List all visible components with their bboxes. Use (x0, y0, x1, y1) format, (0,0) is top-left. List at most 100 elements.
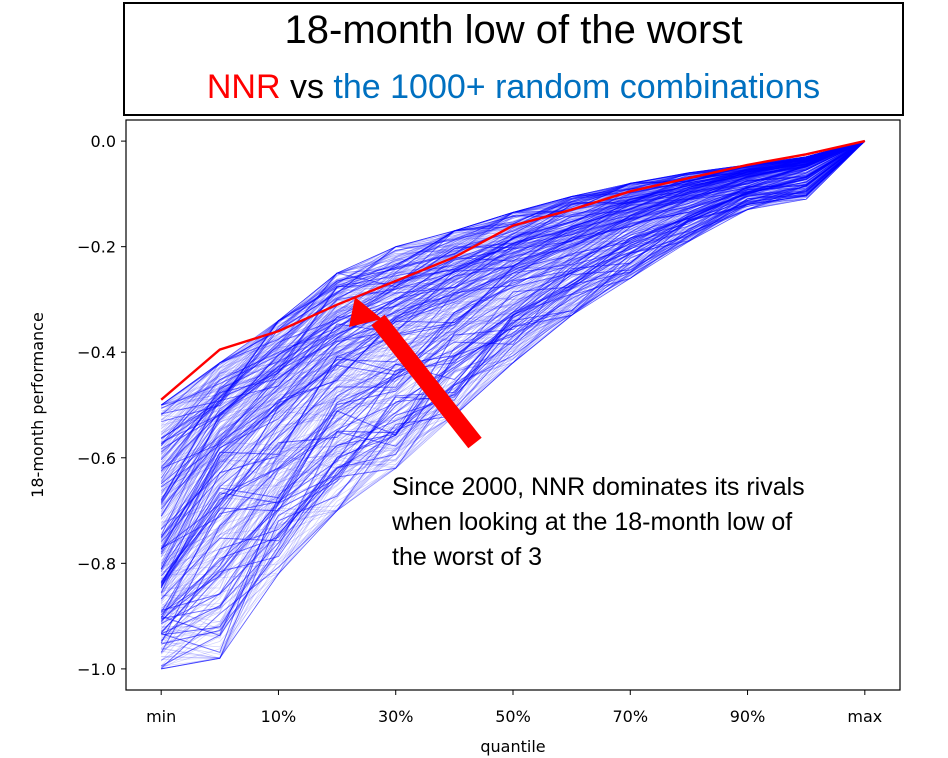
random-combination-line (160, 140, 866, 618)
random-combination-line (160, 140, 866, 669)
random-combination-line (160, 140, 865, 548)
random-combination-line (160, 140, 865, 600)
x-tick-label: 30% (378, 707, 414, 726)
random-combination-line (160, 140, 865, 541)
random-combination-line (161, 140, 866, 670)
random-combination-line (160, 140, 865, 643)
y-tick-label: −0.8 (77, 554, 116, 573)
random-combination-line (160, 140, 866, 589)
random-combination-line (160, 140, 865, 549)
random-combination-line (161, 140, 866, 641)
chart-subtitle: NNR vs the 1000+ random combinations (125, 68, 902, 107)
random-combination-line (160, 140, 866, 648)
y-tick-label: −0.4 (77, 343, 116, 362)
random-combination-line (160, 140, 865, 464)
random-combination-line (160, 140, 865, 459)
y-tick-label: −0.6 (77, 449, 116, 468)
x-tick-label: min (146, 707, 176, 726)
random-combination-line (160, 140, 865, 575)
y-axis: 0.0 −0.2 −0.4 −0.6 −0.8 −1.0 (77, 132, 126, 679)
random-combination-line (161, 140, 866, 611)
x-tick-label: 70% (612, 707, 648, 726)
random-combination-line (160, 140, 865, 565)
random-combination-line (160, 140, 865, 591)
annotation-text: Since 2000, NNR dominates its rivals whe… (392, 473, 805, 571)
random-combination-line (161, 140, 866, 654)
random-combination-line (160, 140, 865, 588)
series-line-nnr (160, 139, 866, 401)
random-combination-line (161, 140, 865, 426)
random-combination-line (160, 140, 865, 491)
random-combination-line (160, 140, 866, 595)
random-combination-line (161, 140, 866, 638)
random-combination-line (161, 140, 865, 422)
x-tick-label: 50% (495, 707, 531, 726)
random-combination-line (160, 140, 865, 461)
random-combination-line (161, 140, 866, 651)
random-combination-line (160, 140, 865, 573)
random-combination-line (160, 140, 865, 407)
random-combination-line (160, 140, 865, 569)
random-combination-line (160, 140, 865, 547)
random-combination-line (160, 140, 865, 538)
random-combination-line (161, 140, 866, 644)
random-combination-line (161, 140, 866, 641)
random-combination-line (160, 140, 865, 487)
random-combination-line (160, 140, 866, 626)
random-combination-line (160, 140, 866, 530)
random-combination-line (160, 140, 865, 593)
random-combination-line (160, 140, 866, 666)
random-combination-line (160, 140, 866, 621)
random-combination-line (160, 140, 865, 594)
random-combination-line (160, 140, 865, 492)
random-combination-line (161, 140, 866, 655)
random-combination-line (161, 140, 865, 488)
chart-title: 18-month low of the worst (284, 8, 743, 52)
random-combination-line (161, 140, 866, 635)
x-axis-label: quantile (480, 737, 545, 756)
random-combination-line (161, 140, 865, 573)
random-combination-line (160, 140, 866, 583)
random-combination-line (160, 140, 865, 602)
random-combination-line (160, 140, 865, 587)
random-combination-line (160, 140, 865, 544)
random-combination-line (161, 140, 866, 670)
subtitle-random: the 1000+ random combinations (333, 68, 821, 106)
random-combination-line (161, 140, 865, 435)
annotation-arrow (349, 297, 482, 449)
arrow-head (349, 297, 382, 327)
random-combination-line (161, 140, 866, 670)
random-combination-line (160, 140, 865, 466)
random-combination-line (161, 140, 866, 670)
x-axis: min 10% 30% 50% 70% 90% max (146, 690, 882, 726)
x-tick-label: 90% (730, 707, 766, 726)
random-combination-line (160, 140, 865, 592)
random-combination-lines (160, 140, 866, 670)
random-combination-line (160, 140, 866, 600)
random-combination-line (161, 140, 865, 406)
random-combination-line (160, 140, 866, 594)
random-combination-line (161, 140, 865, 406)
random-combination-line (160, 140, 865, 518)
random-combination-line (160, 140, 865, 518)
x-tick-label: 10% (261, 707, 297, 726)
random-combination-line (160, 140, 866, 577)
random-combination-line (160, 140, 865, 520)
random-combination-line (160, 140, 865, 510)
random-combination-line (161, 140, 865, 406)
random-combination-line (160, 140, 865, 440)
series-lines (160, 139, 866, 401)
random-combination-line (160, 140, 866, 623)
arrow-shaft (371, 314, 482, 449)
random-combination-line (160, 140, 865, 501)
random-combination-line (160, 140, 866, 607)
random-combination-line (161, 140, 865, 415)
random-combination-line (161, 140, 866, 670)
random-combination-line (160, 140, 865, 551)
random-combination-line (160, 140, 865, 406)
random-combination-line (161, 140, 866, 659)
random-combination-line (161, 140, 866, 670)
random-combination-line (160, 140, 865, 573)
random-combination-line (160, 140, 865, 604)
